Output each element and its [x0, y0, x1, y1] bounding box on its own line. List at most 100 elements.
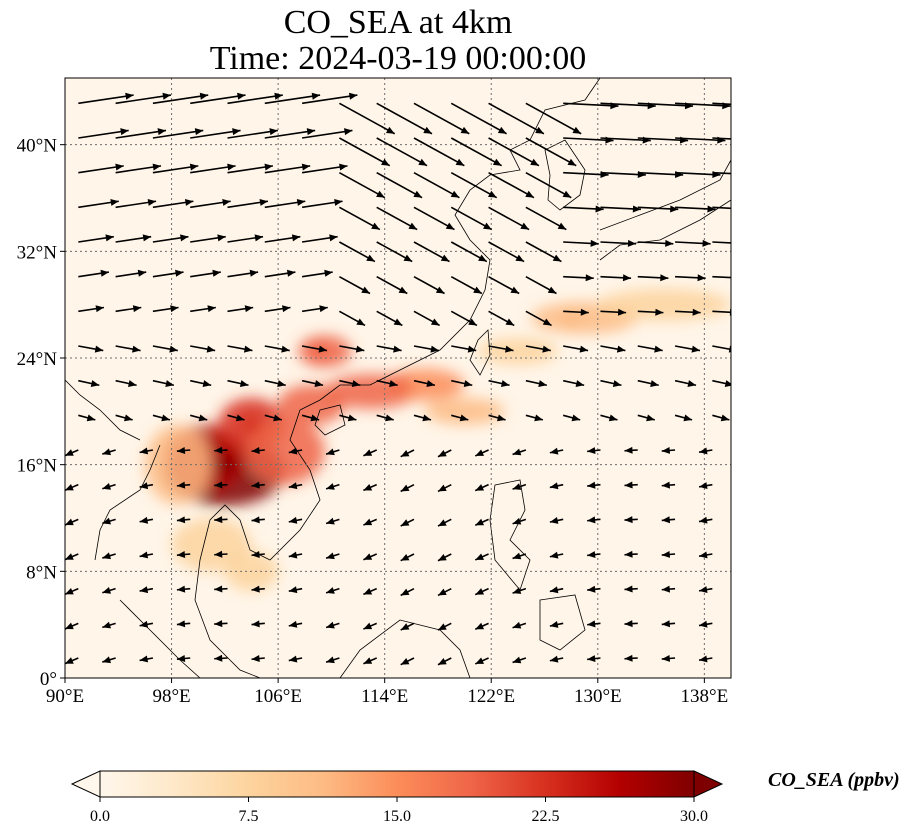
wind-arrow-head: [724, 380, 731, 387]
wind-arrow-head: [65, 622, 74, 630]
wind-arrow-shaft: [152, 129, 204, 139]
mindanao-coast: [539, 594, 586, 651]
wind-arrow-head: [624, 481, 633, 489]
wind-arrow-shaft: [190, 94, 246, 105]
wind-arrow-head: [214, 550, 223, 558]
wind-arrow-head: [286, 269, 296, 277]
wind-arrow-head: [530, 158, 539, 166]
wind-arrow-head: [189, 163, 199, 171]
wind-arrow-head: [587, 551, 596, 559]
wind-arrow-head: [288, 516, 298, 524]
wind-arrow-head: [356, 318, 366, 326]
wind-arrow-head: [534, 414, 543, 422]
wind-arrow-shaft: [712, 171, 731, 175]
wind-arrow-head: [455, 158, 465, 166]
wind-arrow-head: [660, 274, 669, 282]
co-plume-patch: [424, 398, 505, 425]
wind-arrow-head: [128, 380, 137, 387]
wind-arrow-head: [670, 205, 679, 213]
wind-arrow-head: [699, 482, 708, 490]
gridlines: [65, 78, 731, 678]
wind-arrow-head: [745, 205, 753, 212]
wind-arrow-head: [549, 655, 559, 663]
wind-arrow-head: [95, 305, 104, 313]
wind-arrow-head: [175, 269, 184, 277]
wind-arrow-shaft: [339, 137, 391, 167]
wind-arrow-head: [139, 551, 149, 559]
myanmar-coast: [94, 444, 161, 561]
wind-arrow-head: [251, 655, 260, 662]
wind-arrow-head: [274, 92, 283, 100]
wind-arrow-shaft: [675, 102, 731, 107]
wind-arrow-head: [176, 516, 186, 524]
wind-arrow-shaft: [563, 137, 614, 142]
lon-tick-label: 98°E: [152, 686, 190, 707]
wind-arrow-head: [311, 92, 321, 100]
wind-arrow-head: [102, 621, 111, 629]
lon-tick-label: 122°E: [467, 686, 515, 707]
wind-arrow-head: [351, 380, 361, 387]
wind-arrow-head: [654, 345, 663, 353]
wind-arrow-shaft: [301, 94, 358, 105]
wind-arrow-head: [176, 585, 186, 593]
colorbar-tick-label: 15.0: [383, 808, 411, 825]
co-plume-patch: [384, 368, 465, 401]
colorbar-gradient: [99, 770, 695, 798]
wind-arrow-head: [496, 414, 506, 422]
wind-arrow-head: [288, 447, 298, 455]
wind-arrow-head: [65, 483, 74, 491]
co-plume-mainland-southeast-asia: [214, 454, 235, 475]
wind-arrow-head: [557, 222, 567, 230]
co-plume-northern-laos: [241, 414, 262, 435]
wind-arrow-head: [273, 414, 282, 422]
wind-arrow-head: [326, 656, 335, 664]
wind-arrow-head: [65, 449, 74, 456]
wind-arrow-shaft: [190, 129, 241, 139]
wind-arrow-shaft: [637, 102, 694, 107]
co-plume-patch: [477, 338, 558, 365]
wind-arrow-head: [661, 620, 671, 628]
wind-arrow-head: [137, 269, 147, 277]
wind-arrow-head: [549, 551, 559, 559]
wind-arrow-head: [612, 380, 622, 387]
wind-arrow-head: [366, 254, 375, 262]
wind-arrow-head: [512, 483, 522, 490]
wind-arrow-head: [497, 126, 507, 134]
wind-arrow-head: [139, 655, 149, 663]
wind-arrow-head: [475, 449, 485, 456]
wind-arrow-head: [157, 128, 166, 136]
wind-arrow-shaft: [264, 94, 321, 105]
wind-arrow-head: [165, 380, 174, 387]
wind-arrow-head: [437, 588, 447, 596]
wind-arrow-head: [147, 198, 157, 206]
wind-arrow-head: [437, 554, 447, 561]
wind-arrow-head: [389, 380, 398, 387]
wind-arrow-head: [214, 481, 223, 489]
wind-arrow-head: [571, 414, 581, 422]
wind-arrow-head: [334, 198, 343, 206]
wind-arrow-shaft: [488, 171, 535, 199]
wind-arrow-head: [169, 345, 178, 353]
wind-arrow-head: [587, 516, 596, 524]
wind-arrow-head: [139, 447, 149, 455]
wind-arrow-head: [435, 286, 445, 294]
wind-arrow-head: [450, 190, 460, 198]
wind-arrow-head: [86, 414, 96, 422]
wind-arrow-head: [102, 448, 111, 456]
wind-arrow-head: [217, 234, 226, 242]
wind-arrow-head: [437, 519, 447, 527]
wind-arrow-head: [102, 656, 111, 664]
wind-arrow-shaft: [675, 137, 726, 142]
wind-arrow-head: [720, 414, 730, 422]
wind-arrow-head: [314, 380, 324, 387]
wind-arrow-shaft: [712, 345, 731, 351]
wind-arrow-head: [478, 254, 487, 262]
wind-arrow-head: [549, 447, 559, 455]
wind-arrow-head: [381, 158, 390, 166]
wind-arrow-head: [661, 446, 671, 454]
colorbar-tick-label: 22.5: [532, 808, 560, 825]
wind-arrow-shaft: [78, 94, 134, 105]
wind-arrow-head: [102, 483, 111, 490]
wind-arrow-shaft: [712, 137, 731, 140]
wind-arrow-head: [139, 482, 149, 490]
